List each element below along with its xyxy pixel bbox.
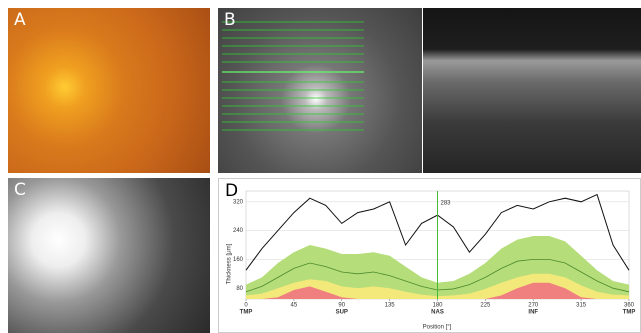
x-tick-label: 180 — [432, 303, 443, 309]
chart: Thickness [μm] Position [°] 80 160 240 320 0… — [219, 179, 641, 333]
sector-label: TMP — [623, 310, 636, 316]
x-tick-label: 135 — [385, 303, 396, 309]
y-tick-label: 80 — [236, 286, 243, 292]
y-axis-label: Thickness [μm] — [227, 243, 233, 284]
sector-label: NAS — [431, 310, 444, 316]
panel-label: A — [14, 10, 26, 30]
angiography-panel: C — [8, 178, 210, 333]
marker-label: 283 — [441, 201, 452, 207]
y-tick-label: 240 — [233, 228, 244, 234]
panel-label: C — [14, 180, 26, 200]
oct-scan-panel — [423, 8, 641, 173]
scan-lines — [218, 8, 422, 173]
y-tick-label: 320 — [233, 199, 244, 205]
x-tick-label: 360 — [624, 303, 635, 309]
x-tick-label: 90 — [338, 303, 345, 309]
sector-label: TMP — [240, 310, 253, 316]
sector-label: SUP — [336, 310, 348, 316]
x-tick-label: 315 — [576, 303, 587, 309]
panel-label: B — [224, 10, 236, 30]
page: A B C D Thickness [μm] Position [°] 8016… — [0, 0, 641, 333]
x-tick-label: 225 — [480, 303, 491, 309]
x-tick-label: 0 — [244, 303, 248, 309]
infrared-scan-panel: B — [218, 8, 422, 173]
y-tick-label: 160 — [233, 257, 244, 263]
sector-label: INF — [528, 310, 538, 316]
x-axis-label: Position [°] — [423, 325, 452, 331]
x-tick-label: 270 — [528, 303, 539, 309]
fundus-photo-panel: A — [8, 8, 210, 173]
x-tick-label: 45 — [291, 303, 298, 309]
